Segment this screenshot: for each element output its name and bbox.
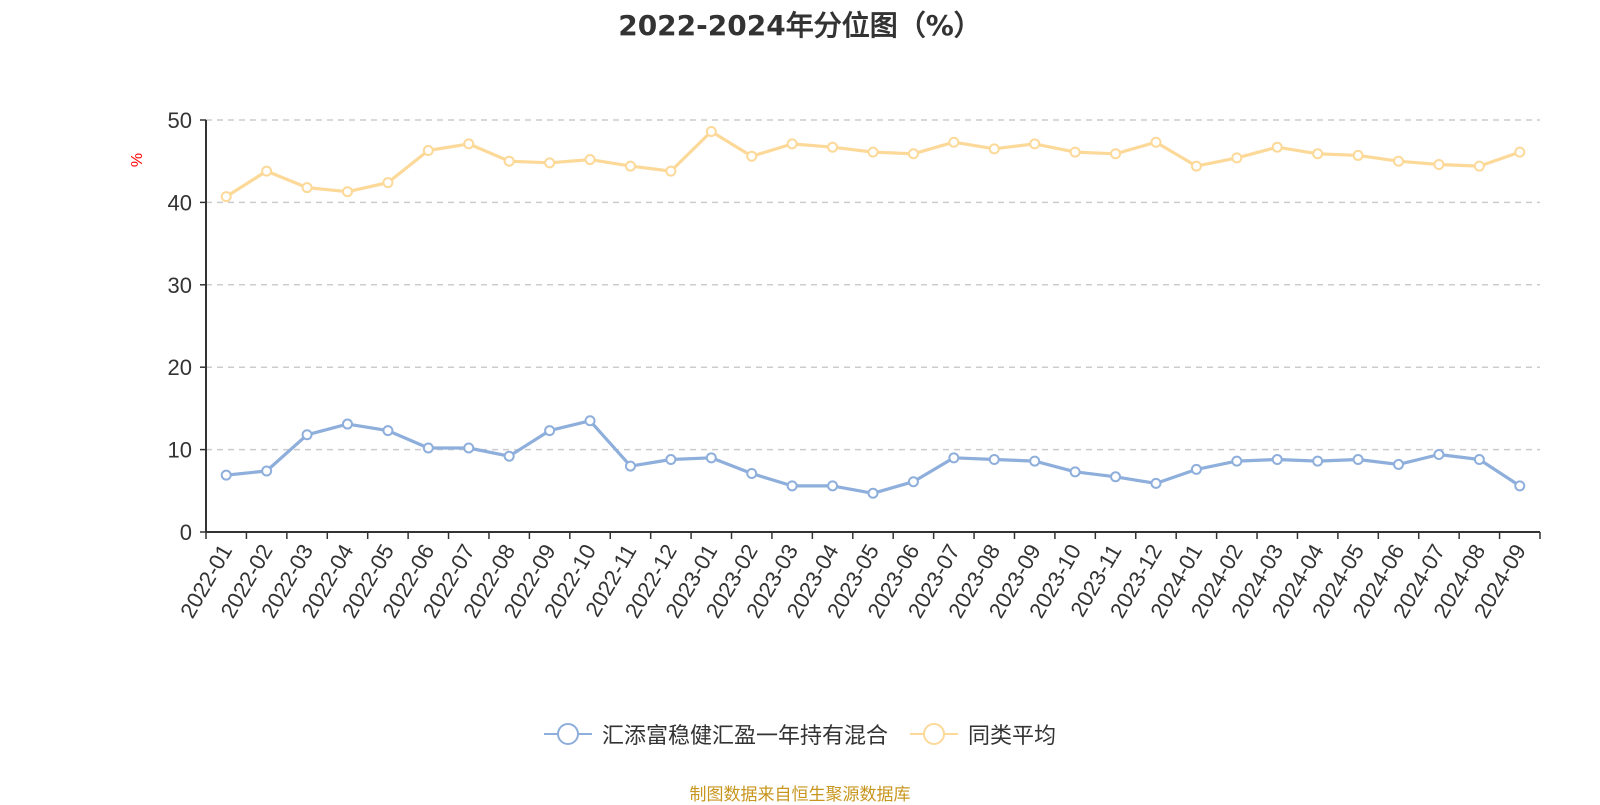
data-point-series-1 [786, 138, 798, 150]
data-point-series-1 [1231, 152, 1243, 164]
data-point-series-1 [382, 177, 394, 189]
data-point-series-1 [1150, 136, 1162, 148]
legend-label: 汇添富稳健汇盈一年持有混合 [601, 724, 888, 749]
data-point-series-1 [746, 150, 758, 162]
data-point-series-1 [463, 138, 475, 150]
data-point-series-1 [1029, 138, 1041, 150]
data-point-series-1 [1433, 158, 1445, 170]
line-chart: 010203040502022-012022-022022-032022-042… [129, 108, 1541, 622]
y-tick-label: 10 [168, 438, 192, 463]
legend-marker-icon [543, 722, 592, 746]
data-point-series-0 [1069, 466, 1081, 478]
data-point-series-1 [827, 141, 839, 153]
legend-item-series-1[interactable]: 同类平均 [910, 718, 1056, 750]
chart-title: 2022-2024年分位图（%） [618, 9, 982, 42]
y-tick-label: 50 [168, 108, 192, 133]
data-point-series-0 [544, 425, 556, 437]
data-point-series-1 [907, 148, 919, 160]
data-point-series-0 [988, 453, 1000, 465]
series-lines [220, 126, 1526, 499]
data-point-series-1 [220, 191, 232, 203]
source-note: 制图数据来自恒生聚源数据库 [689, 785, 911, 805]
data-point-series-0 [948, 452, 960, 464]
data-point-series-0 [422, 442, 434, 454]
data-point-series-0 [1110, 471, 1122, 483]
data-point-series-1 [341, 186, 353, 198]
data-point-series-1 [584, 154, 596, 166]
legend-label: 同类平均 [968, 724, 1057, 749]
y-tick-label: 40 [168, 190, 192, 215]
data-point-series-0 [301, 429, 313, 441]
data-point-series-1 [1352, 149, 1364, 161]
data-point-series-1 [1110, 148, 1122, 160]
data-point-series-0 [341, 418, 353, 430]
data-point-series-0 [220, 469, 232, 481]
data-point-series-1 [261, 165, 273, 177]
data-point-series-0 [261, 465, 273, 477]
data-point-series-0 [907, 476, 919, 488]
data-point-series-0 [1190, 463, 1202, 475]
legend-marker-icon [910, 722, 958, 746]
data-point-series-0 [1150, 477, 1162, 489]
data-point-series-1 [544, 157, 556, 169]
data-point-series-0 [1312, 455, 1324, 467]
data-point-series-1 [422, 144, 434, 156]
data-point-series-0 [1231, 455, 1243, 467]
data-point-series-0 [705, 452, 717, 464]
data-point-series-1 [624, 160, 636, 172]
data-point-series-0 [1514, 480, 1526, 492]
data-point-series-1 [1190, 160, 1202, 172]
data-point-series-1 [1514, 146, 1526, 158]
series-line-1 [225, 129, 1521, 198]
data-point-series-1 [665, 165, 677, 177]
data-point-series-0 [1352, 453, 1364, 465]
legend: 汇添富稳健汇盈一年持有混合 同类平均 [0, 718, 1600, 750]
data-point-series-1 [301, 182, 313, 194]
y-tick-label: 0 [180, 520, 192, 545]
data-point-series-1 [1312, 148, 1324, 160]
data-point-series-0 [867, 487, 879, 499]
data-point-series-0 [382, 425, 394, 437]
data-point-series-0 [584, 415, 596, 427]
y-tick-label: 30 [168, 273, 192, 298]
data-point-series-0 [503, 450, 515, 462]
data-point-series-1 [1393, 155, 1405, 167]
data-point-series-1 [1069, 146, 1081, 158]
y-axis-label: % [129, 153, 146, 167]
data-point-series-0 [1029, 455, 1041, 467]
legend-item-series-0[interactable]: 汇添富稳健汇盈一年持有混合 [543, 718, 888, 750]
data-point-series-1 [1473, 160, 1485, 172]
data-point-series-0 [1433, 449, 1445, 461]
data-point-series-1 [867, 146, 879, 158]
data-point-series-1 [1271, 141, 1283, 153]
series-line-0 [226, 419, 1521, 495]
data-point-series-0 [665, 453, 677, 465]
data-point-series-0 [1271, 453, 1283, 465]
data-point-series-1 [948, 136, 960, 148]
data-point-series-0 [746, 467, 758, 479]
data-point-series-0 [786, 480, 798, 492]
data-point-series-1 [988, 143, 1000, 155]
y-tick-label: 20 [168, 355, 192, 380]
data-point-series-0 [1393, 458, 1405, 470]
data-point-series-0 [827, 480, 839, 492]
data-point-series-0 [463, 442, 475, 454]
data-point-series-1 [705, 126, 717, 138]
data-point-series-0 [624, 460, 636, 472]
data-point-series-1 [503, 155, 515, 167]
data-point-series-0 [1473, 453, 1485, 465]
